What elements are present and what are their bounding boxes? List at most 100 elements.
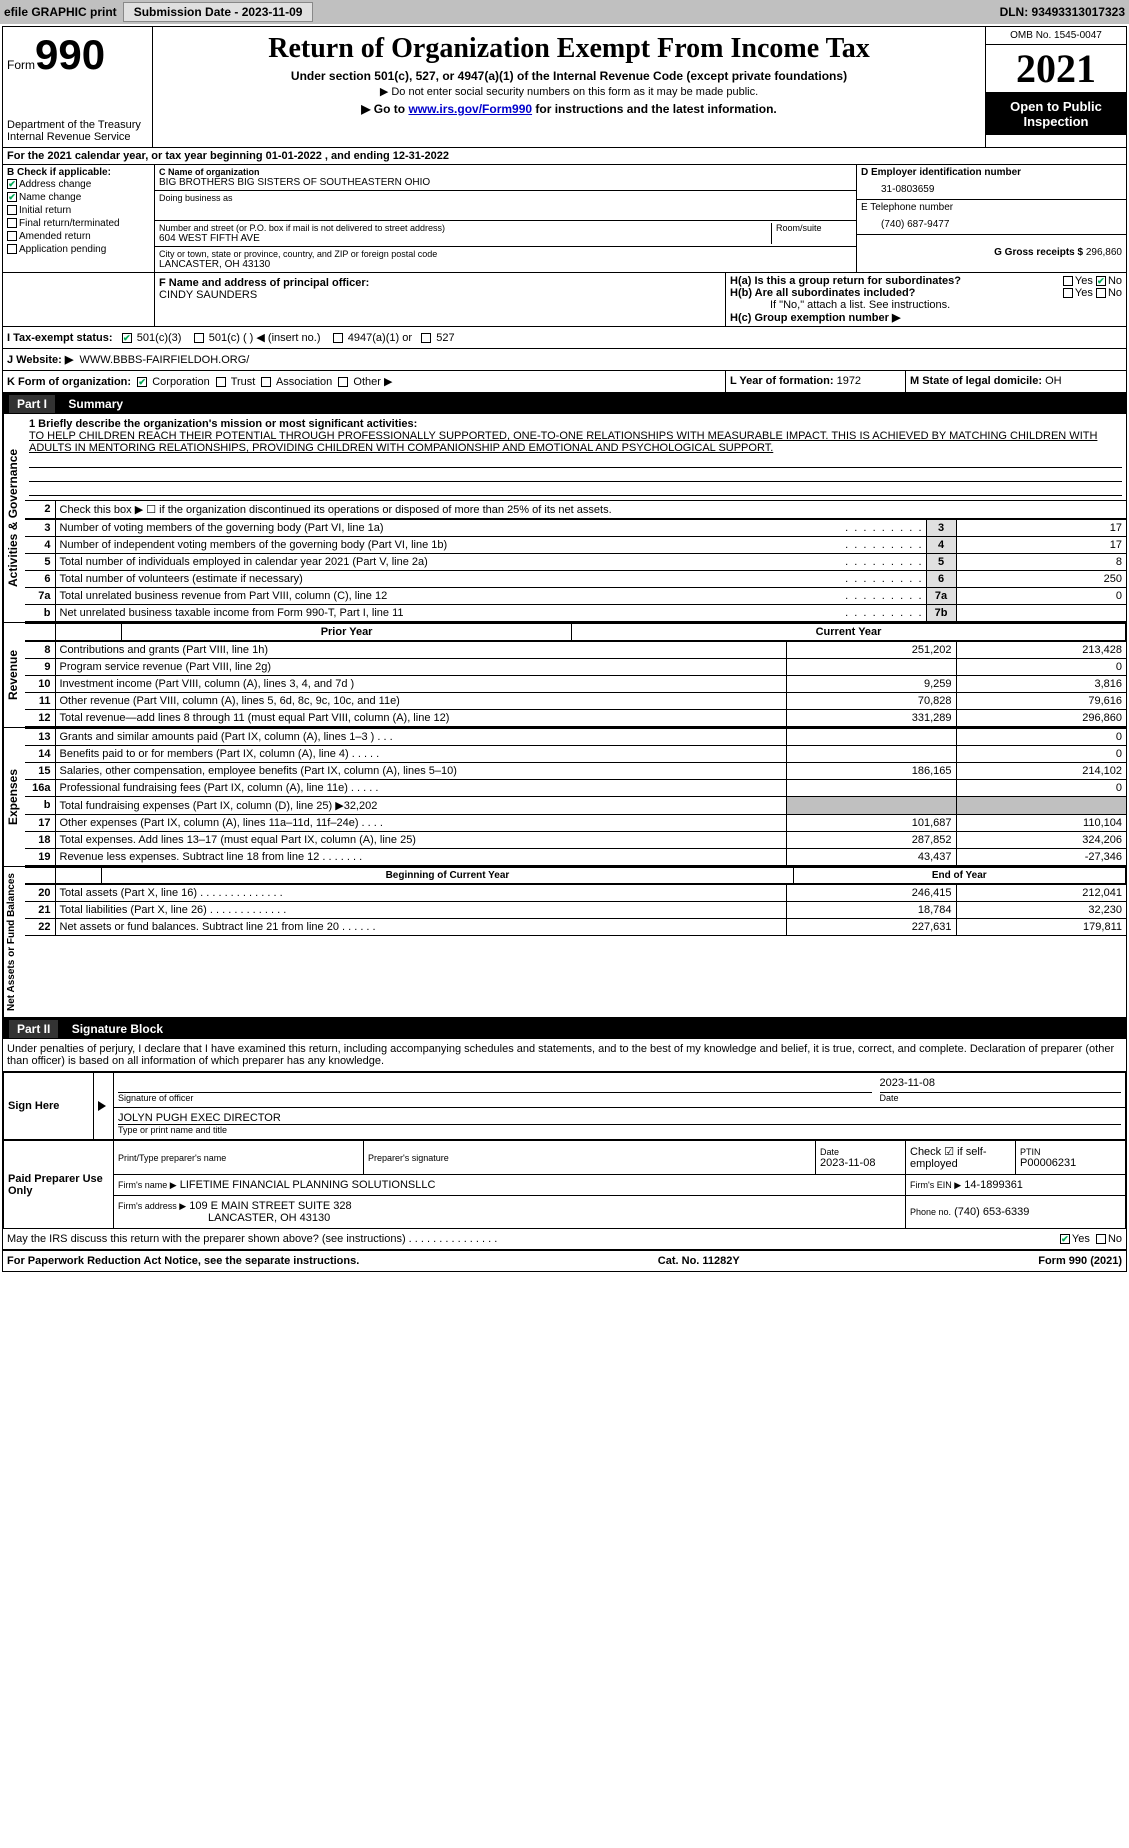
officer-name-label: Type or print name and title [118,1125,1121,1135]
form-word: Form [7,58,35,72]
irs-form990-link[interactable]: www.irs.gov/Form990 [408,102,532,116]
gov-rows-table: 3Number of voting members of the governi… [25,519,1126,622]
prep-date: 2023-11-08 [820,1157,901,1169]
section-b: B Check if applicable: ✔Address change ✔… [3,165,155,272]
hb-no[interactable] [1096,288,1106,298]
submission-date-button[interactable]: Submission Date - 2023-11-09 [123,2,314,22]
table-row: 10Investment income (Part VIII, column (… [25,676,1126,693]
firm-name-label: Firm's name ▶ [118,1180,177,1190]
table-row: 11Other revenue (Part VIII, column (A), … [25,693,1126,710]
table-row: 15Salaries, other compensation, employee… [25,763,1126,780]
city-state-zip: LANCASTER, OH 43130 [159,259,852,270]
table-row: 21Total liabilities (Part X, line 26) . … [25,902,1126,919]
arrow-icon [98,1101,106,1111]
dept-treasury: Department of the Treasury [7,119,148,131]
org-name: BIG BROTHERS BIG SISTERS OF SOUTHEASTERN… [159,177,852,188]
officer-name: CINDY SAUNDERS [159,289,721,301]
col-end-year: End of Year [793,868,1125,884]
discuss-yes[interactable]: ✔ [1060,1234,1070,1244]
sig-officer-label: Signature of officer [118,1093,872,1103]
tax-year: 2021 [986,45,1126,93]
vert-netassets-label: Net Assets or Fund Balances [3,867,25,1017]
table-row: 5Total number of individuals employed in… [25,554,1126,571]
section-hb: H(b) Are all subordinates included? Yes … [730,287,1122,299]
cb-other[interactable] [338,377,348,387]
form-note1: ▶ Do not enter social security numbers o… [159,85,979,98]
efile-topbar: efile GRAPHIC print Submission Date - 20… [0,0,1129,24]
footer-left: For Paperwork Reduction Act Notice, see … [7,1255,359,1267]
cb-501c3[interactable]: ✔ [122,333,132,343]
form-subtitle: Under section 501(c), 527, or 4947(a)(1)… [159,69,979,83]
form-header: Form990 Department of the Treasury Inter… [3,27,1126,148]
cb-amended-return[interactable] [7,231,17,241]
discuss-no[interactable] [1096,1234,1106,1244]
part1-netassets: Net Assets or Fund Balances Beginning of… [3,867,1126,1019]
table-row: 9Program service revenue (Part VIII, lin… [25,659,1126,676]
self-employed-label: Check ☑ if self-employed [906,1141,1016,1175]
line-a-tax-year: For the 2021 calendar year, or tax year … [3,148,1126,165]
cb-final-return[interactable] [7,218,17,228]
street-address: 604 WEST FIFTH AVE [159,233,767,244]
website-value: WWW.BBBS-FAIRFIELDOH.ORG/ [79,354,249,366]
hb-yes[interactable] [1063,288,1073,298]
vert-revenue-label: Revenue [3,623,25,727]
ptin-value: P00006231 [1020,1157,1121,1169]
section-bcdefg: B Check if applicable: ✔Address change ✔… [3,165,1126,273]
city-label: City or town, state or province, country… [159,249,852,259]
form-number: 990 [35,31,105,78]
col-current-year: Current Year [572,624,1126,641]
cb-application-pending[interactable] [7,244,17,254]
table-row: 14Benefits paid to or for members (Part … [25,746,1126,763]
footer-cat-no: Cat. No. 11282Y [658,1255,740,1267]
cb-name-change[interactable]: ✔ [7,192,17,202]
room-label: Room/suite [776,223,852,233]
ein-value: 31-0803659 [861,178,1122,197]
cb-address-change[interactable]: ✔ [7,179,17,189]
col-begin-year: Beginning of Current Year [102,868,793,884]
cb-501c[interactable] [194,333,204,343]
line2-text: Check this box ▶ ☐ if the organization d… [55,501,1126,519]
table-row: 8Contributions and grants (Part VIII, li… [25,642,1126,659]
org-name-label: C Name of organization [159,167,852,177]
section-deg: D Employer identification number 31-0803… [856,165,1126,272]
ptin-label: PTIN [1020,1147,1121,1157]
col-prior-year: Prior Year [122,624,572,641]
hb-note: If "No," attach a list. See instructions… [730,299,1122,311]
gross-receipts-value: 296,860 [1086,247,1122,258]
open-to-public: Open to Public Inspection [986,93,1126,135]
part1-header: Part I Summary [3,394,1126,414]
part1-activities-governance: Activities & Governance 1 Briefly descri… [3,414,1126,623]
line1-label: 1 Briefly describe the organization's mi… [29,418,1122,430]
paid-preparer-label: Paid Preparer Use Only [4,1141,114,1229]
part2-header: Part II Signature Block [3,1019,1126,1039]
cb-527[interactable] [421,333,431,343]
paid-preparer-block: Paid Preparer Use Only Print/Type prepar… [3,1140,1126,1229]
netassets-rows-table: 20Total assets (Part X, line 16) . . . .… [25,884,1126,936]
section-i: I Tax-exempt status: ✔ 501(c)(3) 501(c) … [3,327,1126,349]
firm-addr2: LANCASTER, OH 43130 [118,1212,901,1224]
street-label: Number and street (or P.O. box if mail i… [159,223,767,233]
part1-revenue: Revenue Prior Year Current Year 8Contrib… [3,623,1126,728]
officer-label: F Name and address of principal officer: [159,277,721,289]
table-row: 6Total number of volunteers (estimate if… [25,571,1126,588]
section-l: L Year of formation: 1972 [726,371,906,392]
section-b-label: B Check if applicable: [7,167,150,178]
form-990-label: Form990 [7,31,148,79]
ha-yes[interactable] [1063,276,1073,286]
cb-initial-return[interactable] [7,205,17,215]
ha-no[interactable]: ✔ [1096,276,1106,286]
section-k: K Form of organization: ✔ Corporation Tr… [3,371,726,392]
cb-corporation[interactable]: ✔ [137,377,147,387]
revenue-rows-table: 8Contributions and grants (Part VIII, li… [25,641,1126,727]
sig-date: 2023-11-08 [880,1077,1122,1093]
cb-trust[interactable] [216,377,226,387]
cb-association[interactable] [261,377,271,387]
revenue-table: Prior Year Current Year [25,623,1126,641]
cb-4947[interactable] [333,333,343,343]
form-title: Return of Organization Exempt From Incom… [159,33,979,65]
firm-phone-label: Phone no. [910,1207,951,1217]
section-m: M State of legal domicile: OH [906,371,1126,392]
prep-sig-label: Preparer's signature [368,1153,811,1163]
table-row: 7aTotal unrelated business revenue from … [25,588,1126,605]
expenses-rows-table: 13Grants and similar amounts paid (Part … [25,728,1126,866]
